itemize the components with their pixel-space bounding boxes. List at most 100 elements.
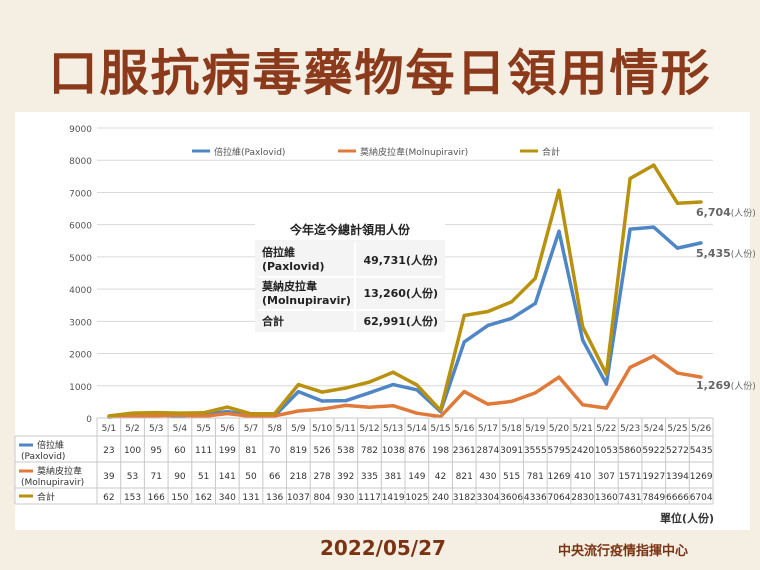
svg-text:6,704(人份): 6,704(人份) bbox=[696, 206, 756, 219]
table-cell-value: 162 bbox=[195, 493, 212, 503]
table-cell-value: 111 bbox=[195, 446, 212, 456]
table-cell-value: 39 bbox=[103, 472, 115, 482]
legend-label: 莫納皮拉韋(Molnupiravir) bbox=[360, 146, 468, 158]
data-point bbox=[273, 412, 277, 416]
y-tick-label: 6000 bbox=[69, 222, 92, 232]
data-point bbox=[628, 176, 632, 181]
data-point bbox=[202, 414, 206, 418]
table-cell-value: 821 bbox=[456, 472, 473, 482]
table-cell-value: 5272 bbox=[666, 446, 689, 456]
data-point bbox=[438, 415, 443, 419]
table-cell-value: 2361 bbox=[453, 446, 476, 456]
data-point bbox=[367, 405, 372, 409]
x-tick-label: 5/24 bbox=[644, 424, 664, 434]
y-tick-label: 5000 bbox=[69, 254, 92, 264]
x-tick-label: 5/18 bbox=[502, 424, 522, 434]
x-tick-label: 5/22 bbox=[596, 424, 616, 434]
data-point bbox=[510, 300, 514, 304]
table-cell-value: 3555 bbox=[524, 446, 547, 456]
y-tick-label: 2000 bbox=[69, 351, 92, 361]
data-point bbox=[699, 200, 703, 204]
series-line bbox=[108, 225, 702, 419]
data-point bbox=[344, 399, 348, 403]
table-cell-value: 1269 bbox=[548, 472, 571, 482]
table-cell-value: 199 bbox=[219, 446, 236, 456]
table-cell-value: 66 bbox=[269, 472, 281, 482]
table-cell-value: 2874 bbox=[476, 446, 499, 456]
end-label-paxlovid: 5,435 bbox=[696, 247, 731, 260]
table-cell-value: 381 bbox=[385, 472, 402, 482]
table-cell-value: 876 bbox=[408, 446, 425, 456]
table-cell-value: 50 bbox=[245, 472, 257, 482]
x-tick-label: 5/16 bbox=[454, 424, 474, 434]
table-series-name: 倍拉維 bbox=[37, 439, 64, 451]
svg-text:1,269(人份): 1,269(人份) bbox=[696, 379, 756, 392]
series-line bbox=[108, 163, 702, 418]
data-point bbox=[367, 380, 372, 384]
data-point bbox=[415, 388, 419, 392]
table-cell-value: 1360 bbox=[595, 493, 618, 503]
table-cell-value: 7849 bbox=[642, 493, 665, 503]
table-cell-value: 1117 bbox=[358, 493, 381, 503]
data-point bbox=[154, 414, 158, 418]
data-point bbox=[533, 276, 537, 280]
data-point bbox=[225, 405, 229, 409]
data-point bbox=[344, 403, 348, 407]
table-cell-value: 2420 bbox=[571, 446, 594, 456]
data-point bbox=[486, 323, 490, 327]
data-point bbox=[628, 227, 632, 231]
table-cell-value: 218 bbox=[290, 472, 307, 482]
table-cell-value: 240 bbox=[432, 493, 449, 503]
legend-label: 合計 bbox=[542, 146, 560, 158]
data-point bbox=[320, 390, 324, 394]
data-point bbox=[367, 391, 372, 395]
table-cell-value: 515 bbox=[503, 472, 520, 482]
end-labels: 6,704(人份) 5,435(人份) 1,269(人份) bbox=[696, 206, 756, 392]
end-label-unit: (人份) bbox=[731, 248, 756, 260]
data-point bbox=[557, 188, 561, 192]
data-point bbox=[249, 414, 253, 418]
data-point bbox=[675, 246, 680, 250]
data-point bbox=[178, 411, 182, 415]
data-point bbox=[604, 382, 608, 386]
table-cell-value: 3091 bbox=[500, 446, 523, 456]
summary-row-value: 62,991(人份) bbox=[363, 314, 438, 328]
table-cell-value: 5795 bbox=[548, 446, 571, 456]
unit-label: 單位(人份) bbox=[660, 511, 714, 525]
table-cell-value: 3304 bbox=[476, 493, 499, 503]
table-cell-value: 90 bbox=[174, 472, 186, 482]
chart: 0 1000 2000 3000 4000 5000 6000 7000 8000 9000 倍拉… bbox=[14, 112, 756, 530]
table-series-name: (Paxlovid) bbox=[21, 452, 65, 462]
data-point bbox=[486, 402, 490, 406]
data-point bbox=[675, 201, 680, 205]
x-tick-label: 5/20 bbox=[549, 424, 569, 434]
table-cell-value: 819 bbox=[290, 446, 307, 456]
table-series-name: (Molnupiravir) bbox=[21, 478, 84, 488]
table-cell-value: 2830 bbox=[571, 493, 594, 503]
data-point bbox=[510, 399, 514, 404]
data-point bbox=[462, 389, 466, 394]
y-tick-label: 4000 bbox=[69, 286, 92, 296]
summary-row-value: 13,260(人份) bbox=[363, 286, 438, 300]
y-tick-label: 3000 bbox=[69, 318, 92, 328]
table-cell-value: 1037 bbox=[287, 493, 310, 503]
table-cell-value: 4336 bbox=[524, 493, 547, 503]
table-cell-value: 198 bbox=[432, 446, 449, 456]
table-cell-value: 410 bbox=[574, 472, 591, 482]
table-cell-value: 278 bbox=[313, 472, 330, 482]
table-cell-value: 131 bbox=[242, 493, 259, 503]
table-cell-value: 7064 bbox=[548, 493, 571, 503]
summary-row-label: 倍拉維 bbox=[262, 245, 295, 259]
summary-row-label: 莫納皮拉韋 bbox=[261, 279, 317, 293]
table-cell-value: 1053 bbox=[595, 446, 618, 456]
table-cell-value: 335 bbox=[361, 472, 378, 482]
table-cell-value: 62 bbox=[103, 493, 114, 503]
data-point bbox=[225, 411, 229, 416]
table-cell-value: 781 bbox=[527, 472, 544, 482]
table-cell-value: 1025 bbox=[405, 493, 428, 503]
table-cell-value: 1038 bbox=[382, 446, 405, 456]
y-tick-label: 9000 bbox=[69, 125, 92, 135]
table-cell-value: 6704 bbox=[690, 493, 713, 503]
summary-box: 今年迄今總計領用人份 倍拉維 (Paxlovid) 49,731(人份) 莫納皮… bbox=[255, 218, 445, 332]
y-tick-label: 8000 bbox=[69, 157, 92, 167]
